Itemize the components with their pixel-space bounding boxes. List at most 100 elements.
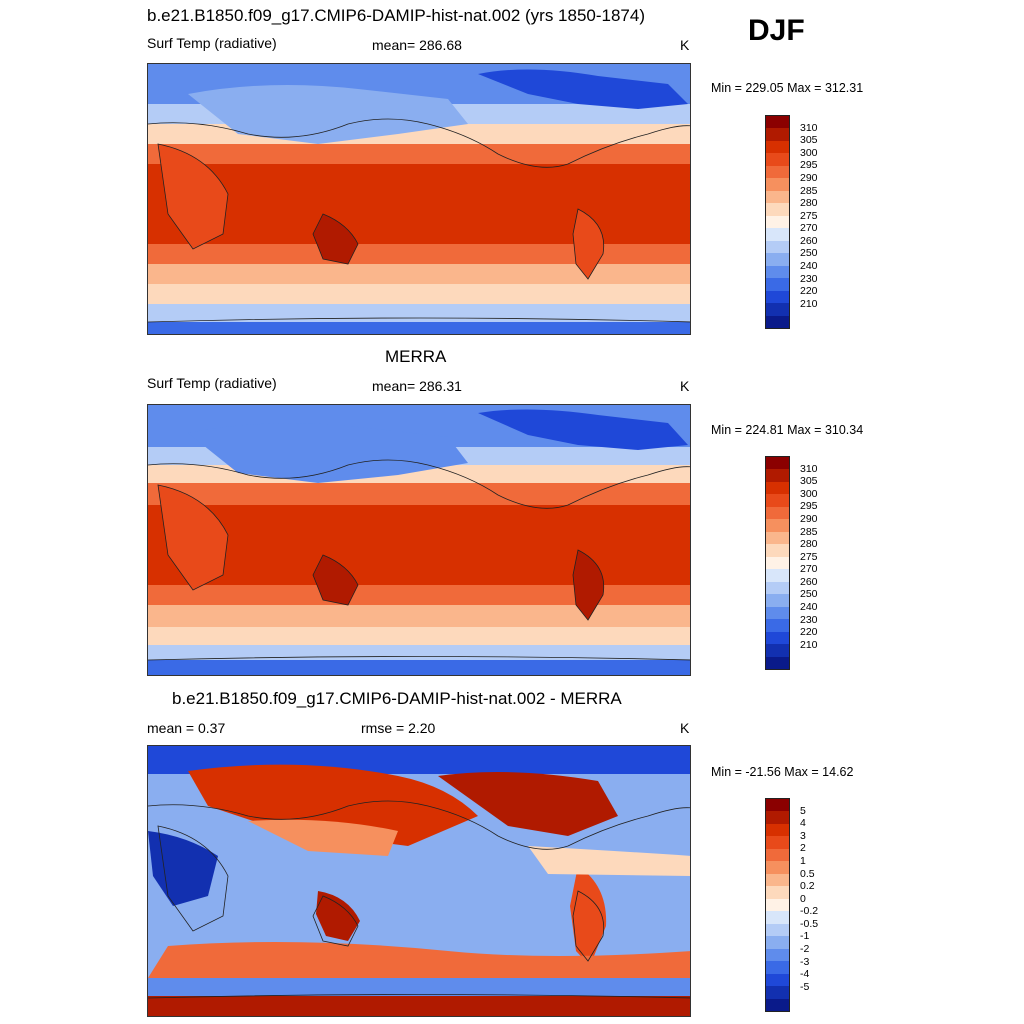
panel1-colorbar-swatch <box>766 140 789 154</box>
panel3-colorbar-label: 2 <box>800 842 806 855</box>
panel1-south-subtropic-band <box>148 244 690 264</box>
panel1-siberia <box>188 85 468 144</box>
panel2-colorbar-swatch <box>766 594 789 607</box>
panel3-colorbar-swatch <box>766 886 789 899</box>
panel2-colorbar-swatch <box>766 481 789 495</box>
panel1-colorbar-swatch <box>766 203 789 216</box>
panel2-colorbar-swatch <box>766 581 789 595</box>
panel1-colorbar-label: 260 <box>800 234 818 247</box>
panel1-colorbar-swatch <box>766 315 789 328</box>
panel1-colorbar-swatch <box>766 278 789 291</box>
panel2-colorbar-swatch <box>766 619 789 632</box>
panel3-colorbar-swatch <box>766 799 789 812</box>
panel1-colorbar-swatch <box>766 253 789 266</box>
panel1-antarctica <box>148 322 690 334</box>
panel1-colorbar-label: 230 <box>800 272 818 285</box>
panel1-variable-label: Surf Temp (radiative) <box>147 35 277 51</box>
panel3-colorbar-label: -2 <box>800 943 810 956</box>
panel2-colorbar-label: 290 <box>800 512 818 525</box>
panel3-antarctica <box>148 996 690 1016</box>
panel2-australia <box>313 555 358 605</box>
panel2-coastlines <box>148 459 690 661</box>
panel2-units-label: K <box>680 378 690 394</box>
panel1-minmax: Min = 229.05 Max = 312.31 <box>711 81 864 95</box>
panel3-colorbar-swatch <box>766 836 789 849</box>
panel2-colorbar-label: 280 <box>800 538 818 551</box>
panel1-colorbar-label: 210 <box>800 297 818 310</box>
panel2-colorbar-label: 240 <box>800 601 818 614</box>
panel2-colorbar-swatch <box>766 544 789 557</box>
panel2-map <box>147 404 691 676</box>
panel2-colorbar-label: 230 <box>800 613 818 626</box>
panel2-south-america <box>573 550 604 620</box>
panel3-colorbar-swatch <box>766 948 789 962</box>
panel1-colorbar-swatch <box>766 290 789 304</box>
panel2-antarctica <box>148 660 690 675</box>
panel3-colorbar-label: 0 <box>800 892 806 905</box>
panel1-colorbar-label: 295 <box>800 159 818 172</box>
panel3-coastlines <box>148 800 690 999</box>
panel2-subtropic-band <box>148 483 690 505</box>
season-label: DJF <box>748 14 805 47</box>
panel2-greenland-canada <box>478 409 688 450</box>
panel3-southern-cool <box>148 978 690 996</box>
panel2-colorbar-swatch <box>766 631 789 645</box>
panel1-colorbar-swatch <box>766 240 789 254</box>
panel1-colorbar-swatch <box>766 265 789 279</box>
panel2-colorbar-swatch <box>766 644 789 657</box>
panel1-colorbar-swatch <box>766 190 789 204</box>
panel1-south-america <box>573 209 604 279</box>
panel2-colorbar-swatch <box>766 606 789 620</box>
panel3-colorbar-swatch <box>766 823 789 837</box>
panel3-map <box>147 745 691 1017</box>
panel3-colorbar-swatch <box>766 973 789 987</box>
panel1-colorbar-swatch <box>766 165 789 179</box>
panel1-colorbar-label: 240 <box>800 260 818 273</box>
panel3-south-america <box>570 866 607 966</box>
panel2-colorbar-label: 210 <box>800 638 818 651</box>
panel2-colorbar-swatch <box>766 494 789 507</box>
panel2-mean-label: mean= 286.31 <box>372 378 462 394</box>
panel1-south-high-band <box>148 284 690 304</box>
panel1-map-svg <box>148 64 690 334</box>
panel3-colorbar-label: -3 <box>800 955 810 968</box>
panel1-colorbar-label: 310 <box>800 121 818 134</box>
panel1-colorbar-label: 250 <box>800 247 818 260</box>
panel3-colorbar-swatch <box>766 873 789 887</box>
panel2-south-high-band <box>148 627 690 645</box>
panel3-colorbar-swatch <box>766 998 789 1011</box>
panel2-tropic-band <box>148 505 690 585</box>
panel3-minmax: Min = -21.56 Max = 14.62 <box>711 765 854 779</box>
panel3-colorbar-swatch <box>766 911 789 924</box>
panel3-colorbar-label: 4 <box>800 817 806 830</box>
panel2-colorbar-label: 250 <box>800 588 818 601</box>
panel1-mean-label: mean= 286.68 <box>372 37 462 53</box>
panel1-colorbar-swatch <box>766 128 789 141</box>
panel3-colorbar-swatch <box>766 898 789 912</box>
panel3-colorbar-label: 0.2 <box>800 880 815 893</box>
panel3-colorbar-swatch <box>766 811 789 824</box>
panel3-australia <box>316 891 360 941</box>
panel3-colorbar-label: 0.5 <box>800 867 815 880</box>
panel1-colorbar-swatch <box>766 153 789 166</box>
panel1-map <box>147 63 691 335</box>
panel2-colorbar-label: 270 <box>800 563 818 576</box>
panel2-colorbar-label: 285 <box>800 525 818 538</box>
panel2-south-subtropic-band <box>148 585 690 605</box>
panel3-colorbar-swatch <box>766 961 789 974</box>
panel1-colorbar-swatch <box>766 228 789 241</box>
panel3-map-svg <box>148 746 690 1016</box>
panel2-colorbar-swatch <box>766 556 789 570</box>
panel3-colorbar-swatch <box>766 986 789 999</box>
panel3-colorbar-label: -0.2 <box>800 905 819 918</box>
panel1-colorbar-label: 270 <box>800 222 818 235</box>
panel1-south-mid-band <box>148 264 690 284</box>
panel2-colorbar-label: 310 <box>800 462 818 475</box>
panel2-colorbar-swatch <box>766 531 789 545</box>
panel2-colorbar-label: 260 <box>800 575 818 588</box>
panel2-minmax: Min = 224.81 Max = 310.34 <box>711 423 864 437</box>
panel1-subtropic-band <box>148 144 690 164</box>
panel3-eurasia-warm <box>188 764 478 846</box>
panel3-colorbar-swatch <box>766 936 789 949</box>
panel3-colorbar-swatch <box>766 923 789 937</box>
